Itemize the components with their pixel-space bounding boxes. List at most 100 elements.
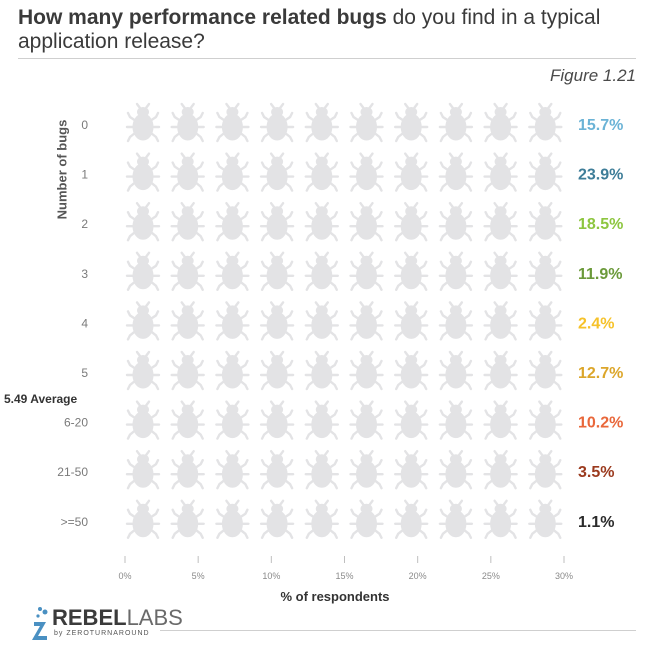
bug-icon-empty: [125, 102, 161, 143]
bug-icon-empty: [259, 350, 295, 391]
bug-icon-empty: [349, 350, 384, 391]
category-label: 21-50: [57, 465, 88, 479]
bug-icon-empty: [125, 152, 161, 192]
logo-wordmark: REBELLABS: [52, 606, 183, 630]
bug-icon-empty: [215, 102, 250, 143]
x-axis-label: % of respondents: [280, 589, 390, 604]
category-label: 4: [81, 316, 88, 330]
value-label: 18.5%: [578, 216, 623, 233]
bug-icon-empty: [528, 201, 563, 242]
bug-icon-empty: [259, 251, 295, 291]
bug-icon-empty: [528, 251, 563, 291]
bug-row: 2 18.5%: [81, 201, 623, 242]
bug-icon-empty: [438, 400, 474, 440]
bug-icon-empty: [438, 201, 474, 242]
footer-divider: [160, 630, 636, 631]
rebellabs-logo-icon: [32, 607, 48, 640]
bug-icon-empty: [125, 350, 161, 391]
bug-icon-empty: [349, 201, 384, 242]
bug-icon-empty: [215, 350, 250, 391]
bug-icon-empty: [125, 450, 161, 490]
bug-icon-empty: [259, 450, 295, 490]
bug-icon-empty: [483, 350, 518, 391]
bug-icon-empty: [438, 499, 474, 539]
bug-icon-empty: [483, 152, 518, 192]
bug-icon-empty: [528, 102, 563, 143]
bug-icon-empty: [349, 301, 384, 341]
bug-icon-empty: [215, 251, 250, 291]
category-label: 2: [81, 217, 88, 231]
bug-icon-empty: [304, 350, 339, 391]
bug-icon-empty: [170, 350, 205, 391]
bug-icon-empty: [304, 251, 339, 291]
bug-icon-empty: [438, 301, 474, 341]
bug-icon-empty: [304, 201, 339, 242]
rebellabs-logo: REBELLABS by ZEROTURNAROUND: [30, 606, 183, 646]
bug-icon-empty: [394, 499, 429, 539]
bug-icon-empty: [349, 499, 384, 539]
bug-icon-empty: [304, 152, 339, 192]
bug-icon-empty: [259, 499, 295, 539]
bug-row: >=50 1.1%: [61, 499, 614, 539]
bug-icon-empty: [170, 499, 205, 539]
bug-icon-empty: [125, 201, 161, 242]
bug-icon-empty: [349, 152, 384, 192]
value-label: 15.7%: [578, 117, 623, 134]
bug-icon-empty: [125, 499, 161, 539]
chart-rows: 0 15.7% 1 23.9% 2 18.5% 3 11.9% 4 2.4% 5 12.7% 6-20 1…: [57, 102, 623, 539]
bug-icon-empty: [215, 201, 250, 242]
value-label: 1.1%: [578, 514, 614, 531]
x-tick-label: 30%: [555, 571, 573, 581]
bug-icon-empty: [170, 251, 205, 291]
bug-icon-empty: [125, 301, 161, 341]
x-tick-label: 25%: [482, 571, 500, 581]
bug-icon-empty: [349, 450, 384, 490]
value-label: 10.2%: [578, 415, 623, 432]
bug-row: 4 2.4%: [81, 301, 614, 341]
figure-label: Figure 1.21: [550, 66, 636, 85]
bug-icon-empty: [438, 152, 474, 192]
category-label: 0: [81, 118, 88, 132]
bug-icon-empty: [170, 400, 205, 440]
title-divider: [18, 58, 636, 59]
bug-icon-empty: [394, 450, 429, 490]
value-label: 23.9%: [578, 167, 623, 184]
bug-row: 3 11.9%: [81, 251, 622, 291]
value-label: 3.5%: [578, 464, 614, 481]
bug-icon-empty: [394, 251, 429, 291]
logo-subtitle: by ZEROTURNAROUND: [54, 630, 150, 637]
bug-icon-empty: [125, 251, 161, 291]
average-annotation: 5.49 Average: [4, 392, 78, 406]
category-label: >=50: [61, 515, 89, 529]
bug-icon-empty: [349, 102, 384, 143]
chart-title-rest: do you find in a typical application rel…: [18, 6, 601, 53]
category-label: 3: [81, 267, 88, 281]
x-tick-label: 5%: [192, 571, 205, 581]
bug-icon-empty: [215, 499, 250, 539]
bug-icon-empty: [304, 102, 339, 143]
bug-icon-empty: [349, 400, 384, 440]
bug-icon-empty: [483, 301, 518, 341]
bug-icon-empty: [438, 350, 474, 391]
bug-icon-empty: [394, 102, 429, 143]
bug-icon-empty: [438, 102, 474, 143]
bug-row: 6-20 10.2%: [64, 400, 623, 440]
bug-icon-empty: [259, 152, 295, 192]
bug-icon-empty: [215, 152, 250, 192]
bug-icon-empty: [438, 251, 474, 291]
bug-icon-empty: [438, 450, 474, 490]
category-label: 1: [81, 168, 88, 182]
bug-icon-empty: [483, 450, 518, 490]
bug-icon-empty: [528, 450, 563, 490]
value-label: 11.9%: [578, 266, 622, 283]
bug-icon-empty: [259, 102, 295, 143]
bug-icon-empty: [483, 400, 518, 440]
bug-icon-empty: [259, 301, 295, 341]
logo-name-rebel: REBEL: [52, 605, 127, 630]
bug-icon-empty: [215, 301, 250, 341]
bug-icon-empty: [528, 350, 563, 391]
bug-icon-empty: [170, 450, 205, 490]
bug-icon-empty: [528, 301, 563, 341]
bug-icon-empty: [125, 400, 161, 440]
